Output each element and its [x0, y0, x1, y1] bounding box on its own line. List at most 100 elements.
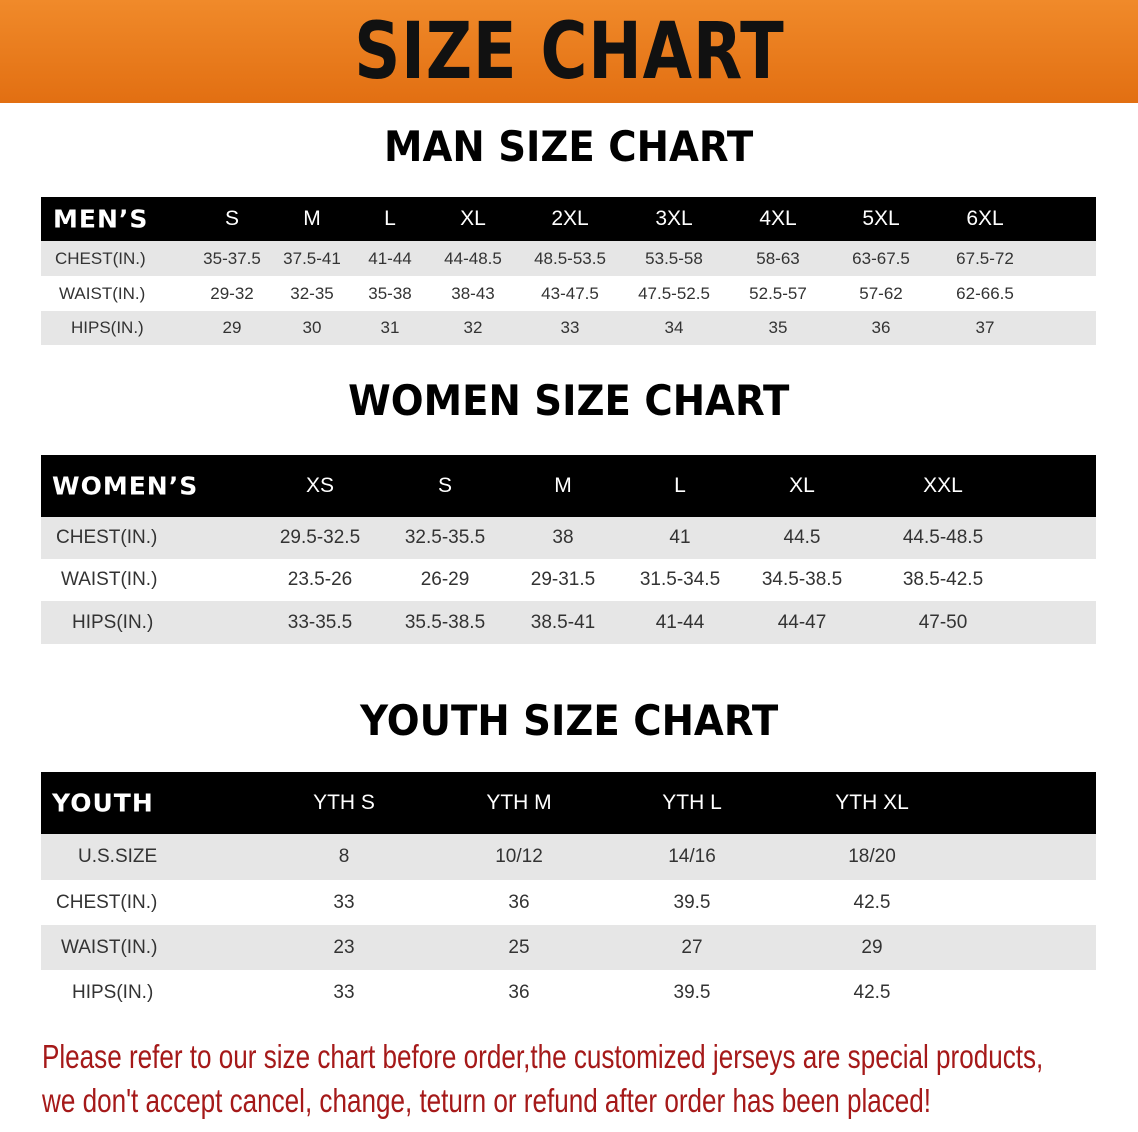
- measurement-value: 29: [861, 936, 883, 958]
- measurement-value: 44-47: [777, 611, 827, 633]
- measurement-label: WAIST(IN.): [61, 569, 158, 590]
- measurement-value: 36: [508, 891, 530, 913]
- measurement-value: 44-48.5: [444, 248, 502, 268]
- measurement-value: 41-44: [655, 611, 705, 633]
- measurement-label: CHEST(IN.): [56, 527, 158, 548]
- women-header-row: WOMEN’S XS S M L XL XXL: [41, 455, 1096, 517]
- measurement-value: 39.5: [673, 981, 711, 1003]
- measurement-value: 48.5-53.5: [534, 248, 606, 268]
- measurement-value: 39.5: [673, 891, 711, 913]
- measurement-value: 47.5-52.5: [638, 283, 710, 303]
- measurement-value: 35-38: [368, 283, 412, 303]
- table-row: CHEST(IN.) 35-37.5 37.5-41 41-44 44-48.5 48.5…: [41, 241, 1096, 276]
- size-header-cell: YTH M: [486, 791, 552, 814]
- measurement-value: 36: [508, 981, 530, 1003]
- table-row: HIPS(IN.) 33 36 39.5 42.5: [41, 970, 1096, 1015]
- measurement-value: 52.5-57: [749, 283, 807, 303]
- measurement-value: 38.5-41: [530, 611, 596, 633]
- measurement-value: 37.5-41: [283, 248, 341, 268]
- measurement-value: 29-32: [210, 283, 254, 303]
- measurement-value: 14/16: [668, 846, 716, 867]
- measurement-value: 67.5-72: [956, 248, 1014, 268]
- size-header-cell: 6XL: [966, 207, 1004, 230]
- measurement-value: 29: [222, 318, 242, 337]
- measurement-value: 33: [333, 981, 355, 1003]
- measurement-value: 41: [669, 527, 691, 548]
- measurement-value: 18/20: [848, 846, 896, 867]
- measurement-value: 32.5-35.5: [404, 527, 486, 548]
- measurement-value: 36: [871, 318, 891, 337]
- size-header-cell: M: [303, 207, 321, 230]
- size-header-cell: YTH XL: [835, 791, 909, 814]
- measurement-value: 27: [681, 936, 703, 958]
- table-title-cell: MEN’S: [53, 204, 149, 234]
- size-header-cell: 4XL: [759, 207, 797, 230]
- measurement-value: 30: [302, 318, 322, 337]
- measurement-value: 29.5-32.5: [279, 527, 361, 548]
- table-row: WAIST(IN.) 29-32 32-35 35-38 38-43 43-47.5 47.…: [41, 276, 1096, 311]
- table-row: HIPS(IN.) 29 30 31 32 33 34 35 36 37: [41, 311, 1096, 345]
- size-header-cell: XS: [305, 474, 335, 497]
- measurement-value: 41-44: [368, 248, 412, 268]
- table-row: HIPS(IN.) 33-35.5 35.5-38.5 38.5-41 41-44 44-…: [41, 601, 1096, 644]
- measurement-value: 43-47.5: [541, 283, 599, 303]
- measurement-value: 8: [338, 846, 350, 867]
- measurement-value: 31.5-34.5: [639, 569, 721, 590]
- size-header-cell: XL: [789, 474, 815, 497]
- measurement-label: U.S.SIZE: [78, 846, 158, 867]
- size-header-cell: XXL: [923, 474, 963, 497]
- measurement-value: 53.5-58: [645, 248, 703, 268]
- men-header-row: MEN’S S M L XL 2XL 3XL 4XL 5XL 6XL: [41, 197, 1096, 241]
- banner-title: SIZE CHART: [353, 6, 785, 97]
- measurement-value: 34.5-38.5: [761, 569, 843, 590]
- notice-line-1: Please refer to our size chart before or…: [42, 1038, 1044, 1075]
- measurement-label: HIPS(IN.): [72, 981, 154, 1003]
- measurement-value: 44.5-48.5: [902, 527, 984, 548]
- measurement-value: 38.5-42.5: [902, 569, 984, 590]
- measurement-label: WAIST(IN.): [59, 283, 146, 303]
- measurement-value: 63-67.5: [852, 248, 910, 268]
- measurement-value: 58-63: [756, 248, 800, 268]
- measurement-label: HIPS(IN.): [71, 318, 144, 337]
- measurement-label: WAIST(IN.): [61, 936, 158, 958]
- measurement-value: 32: [463, 318, 483, 337]
- size-header-cell: 5XL: [862, 207, 900, 230]
- measurement-value: 38-43: [451, 283, 495, 303]
- measurement-value: 34: [664, 318, 684, 337]
- measurement-value: 23.5-26: [287, 569, 353, 590]
- table-row: WAIST(IN.) 23 25 27 29: [41, 925, 1096, 970]
- table-row: U.S.SIZE 8 10/12 14/16 18/20: [41, 834, 1096, 880]
- banner: SIZE CHART: [0, 0, 1138, 103]
- measurement-value: 33: [333, 891, 355, 913]
- youth-size-table: YOUTH YTH S YTH M YTH L YTH XL U.S.SIZE 8 10/12…: [41, 772, 1096, 1015]
- size-header-cell: M: [554, 474, 572, 497]
- women-size-table: WOMEN’S XS S M L XL XXL CHEST(IN.) 29.5-32.5 32.5…: [41, 455, 1096, 644]
- size-header-cell: L: [384, 207, 396, 230]
- measurement-value: 35-37.5: [203, 248, 261, 268]
- measurement-value: 26-29: [420, 569, 470, 590]
- youth-section-title: YOUTH SIZE CHART: [359, 696, 779, 745]
- size-header-cell: 3XL: [655, 207, 693, 230]
- measurement-value: 42.5: [853, 891, 891, 913]
- measurement-value: 35: [768, 318, 788, 337]
- size-header-cell: L: [674, 474, 686, 497]
- size-header-cell: S: [437, 474, 453, 497]
- measurement-value: 31: [380, 318, 400, 337]
- women-section-title: WOMEN SIZE CHART: [348, 376, 790, 425]
- measurement-label: HIPS(IN.): [72, 611, 154, 633]
- size-header-cell: YTH L: [662, 791, 722, 814]
- size-header-cell: YTH S: [313, 791, 375, 814]
- measurement-value: 42.5: [853, 981, 891, 1003]
- size-header-cell: XL: [460, 207, 486, 230]
- youth-header-row: YOUTH YTH S YTH M YTH L YTH XL: [41, 772, 1096, 834]
- table-row: CHEST(IN.) 33 36 39.5 42.5: [41, 880, 1096, 925]
- measurement-value: 47-50: [918, 611, 968, 633]
- measurement-value: 33: [560, 318, 580, 337]
- men-size-table: MEN’S S M L XL 2XL 3XL 4XL 5XL 6XL CHEST(IN.) 35-37…: [41, 197, 1096, 345]
- measurement-value: 33-35.5: [287, 611, 353, 633]
- table-row: WAIST(IN.) 23.5-26 26-29 29-31.5 31.5-34.5 34…: [41, 559, 1096, 601]
- table-title-cell: WOMEN’S: [52, 471, 199, 501]
- measurement-value: 35.5-38.5: [404, 611, 486, 633]
- notice-line-2: we don't accept cancel, change, teturn o…: [42, 1082, 932, 1119]
- measurement-value: 57-62: [859, 283, 903, 303]
